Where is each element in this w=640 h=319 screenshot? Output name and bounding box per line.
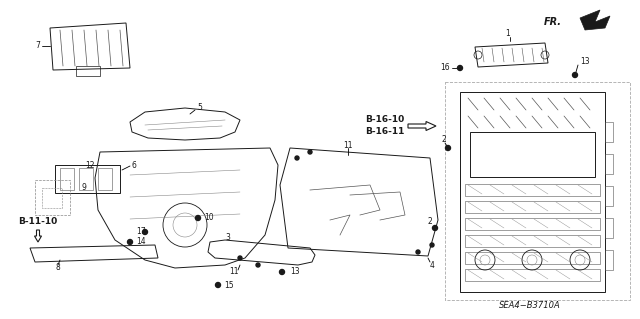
Bar	[42, 188, 62, 208]
Text: B-16-10: B-16-10	[365, 115, 404, 124]
Bar	[605, 154, 613, 174]
Circle shape	[195, 216, 200, 220]
Text: SEA4−B3710A: SEA4−B3710A	[499, 300, 561, 309]
Circle shape	[295, 156, 299, 160]
Bar	[605, 250, 613, 270]
Text: 14: 14	[136, 238, 146, 247]
Circle shape	[143, 229, 147, 234]
Text: 6: 6	[132, 160, 137, 169]
Bar	[79, 168, 93, 190]
Bar	[465, 184, 600, 196]
Circle shape	[573, 72, 577, 78]
Bar	[55, 165, 120, 193]
Bar	[465, 201, 600, 213]
Text: 15: 15	[224, 280, 234, 290]
Bar	[465, 218, 600, 230]
Text: B-11-10: B-11-10	[19, 218, 58, 226]
Text: 9: 9	[82, 183, 87, 192]
Circle shape	[445, 145, 451, 151]
Text: FR.: FR.	[544, 17, 562, 27]
Text: 11: 11	[229, 268, 239, 277]
Circle shape	[238, 256, 242, 260]
Circle shape	[308, 150, 312, 154]
Circle shape	[458, 65, 463, 70]
Bar	[605, 218, 613, 238]
Bar	[605, 122, 613, 142]
Bar	[76, 66, 100, 76]
Bar	[60, 168, 74, 190]
Circle shape	[280, 270, 285, 275]
Text: 1: 1	[506, 28, 510, 38]
Bar	[465, 235, 600, 247]
Text: 8: 8	[56, 263, 60, 272]
Text: 13: 13	[290, 268, 300, 277]
Bar	[465, 252, 600, 264]
Text: B-16-11: B-16-11	[365, 128, 404, 137]
Circle shape	[216, 283, 221, 287]
Circle shape	[430, 243, 434, 247]
Text: 10: 10	[204, 213, 214, 222]
Circle shape	[416, 250, 420, 254]
Text: 3: 3	[225, 234, 230, 242]
Text: 17: 17	[136, 227, 146, 236]
Text: 13: 13	[580, 57, 589, 66]
Text: 11: 11	[343, 140, 353, 150]
Bar	[605, 186, 613, 206]
Text: 12: 12	[85, 160, 95, 169]
Text: 16: 16	[440, 63, 450, 72]
Text: 2: 2	[442, 136, 446, 145]
Circle shape	[433, 226, 438, 231]
Text: 5: 5	[198, 103, 202, 113]
Bar	[445, 82, 630, 300]
Text: 4: 4	[429, 261, 435, 270]
Bar	[465, 269, 600, 281]
Bar	[35, 180, 70, 215]
Circle shape	[127, 240, 132, 244]
Bar	[460, 92, 605, 292]
Bar	[98, 168, 112, 190]
Bar	[470, 132, 595, 177]
Circle shape	[256, 263, 260, 267]
Polygon shape	[580, 10, 610, 30]
Text: 7: 7	[36, 41, 40, 50]
Text: 2: 2	[428, 218, 433, 226]
